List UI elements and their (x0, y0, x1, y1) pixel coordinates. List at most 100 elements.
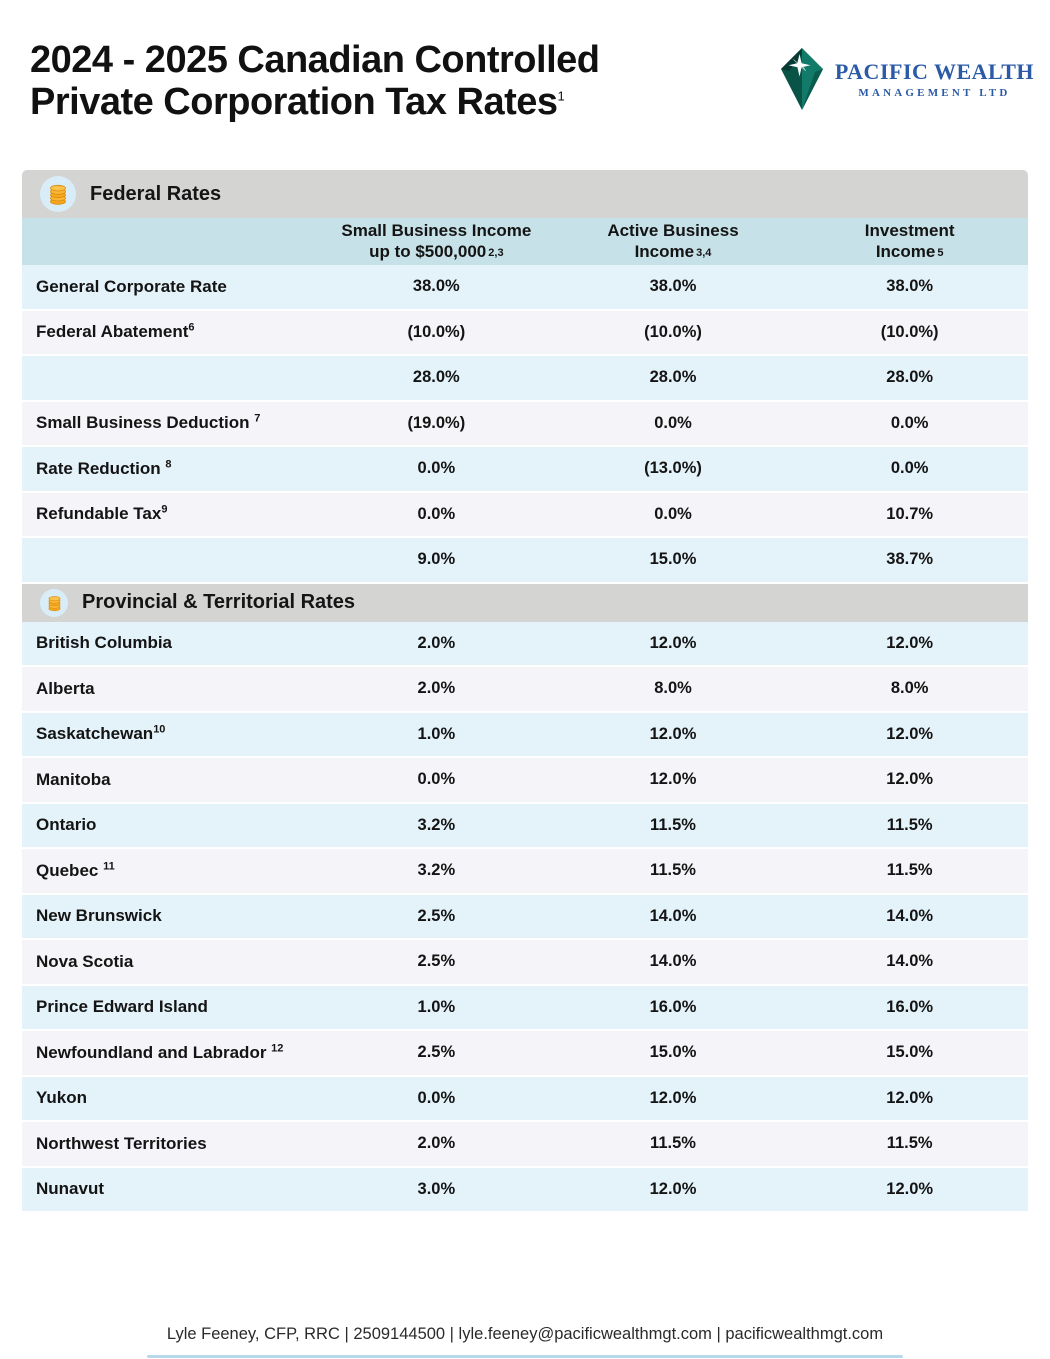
rate-value-small-business: 3.2% (417, 815, 456, 834)
rate-value-active-business: 12.0% (649, 724, 697, 743)
page-title: 2024 - 2025 Canadian Controlled Private C… (30, 39, 600, 124)
table-row: Quebec 11 3.2% 11.5% 11.5% (22, 849, 1028, 895)
rate-value-investment: 38.7% (886, 550, 934, 569)
rate-value-small-business: 2.0% (417, 1134, 456, 1153)
provincial-rows: British Columbia 2.0% 12.0% 12.0% Albert… (22, 621, 1028, 1213)
rate-value-small-business: 0.0% (417, 459, 456, 478)
row-label: Alberta (36, 678, 95, 698)
rate-value-active-business: 12.0% (649, 633, 697, 652)
rate-value-investment: 0.0% (890, 459, 929, 478)
rate-value-investment: 38.0% (886, 277, 934, 296)
rate-value-small-business: 28.0% (412, 368, 460, 387)
table-row: Newfoundland and Labrador 12 2.5% 15.0% … (22, 1031, 1028, 1077)
footer-divider (147, 1355, 903, 1358)
rate-value-investment: (10.0%) (880, 322, 939, 341)
row-label-footnote: 11 (103, 860, 115, 873)
row-label: Small Business Deduction 7 (36, 412, 261, 433)
column-footnote: 2,3 (488, 246, 504, 259)
rate-value-small-business: 38.0% (412, 277, 460, 296)
rate-value-small-business: 1.0% (417, 724, 456, 743)
rate-value-investment: 11.5% (886, 815, 933, 834)
rate-value-small-business: 0.0% (417, 504, 456, 523)
table-row: Nunavut 3.0% 12.0% 12.0% (22, 1167, 1028, 1213)
rate-value-small-business: 2.0% (417, 679, 456, 698)
rate-value-active-business: 12.0% (649, 770, 697, 789)
coins-icon (40, 588, 68, 617)
company-logo: PACIFIC WEALTH MANAGEMENT LTD (779, 48, 1034, 110)
logo-subtitle: MANAGEMENT LTD (858, 87, 1011, 99)
coins-icon (40, 176, 76, 212)
column-header-investment: Investment Income 5 (864, 221, 955, 261)
column-header-active-business: Active Business Income 3,4 (607, 221, 739, 261)
rate-value-small-business: 1.0% (417, 997, 456, 1016)
rate-value-active-business: 0.0% (654, 504, 692, 523)
rate-value-active-business: 11.5% (650, 861, 696, 880)
rate-value-active-business: 14.0% (649, 952, 697, 971)
federal-rates-title: Federal Rates (90, 182, 222, 205)
logo-diamond-icon (780, 48, 823, 110)
rate-value-active-business: 15.0% (649, 1043, 697, 1062)
table-row: Manitoba 0.0% 12.0% 12.0% (22, 758, 1028, 804)
title-line-1: 2024 - 2025 Canadian Controlled (30, 39, 600, 81)
rate-value-small-business: 2.5% (417, 1043, 456, 1062)
table-row: Rate Reduction 8 0.0% (13.0%) 0.0% (22, 447, 1028, 493)
rate-value-investment: 11.5% (886, 1134, 933, 1153)
row-label: Saskatchewan10 (36, 723, 166, 744)
logo-text: PACIFIC WEALTH MANAGEMENT LTD (835, 59, 1034, 99)
table-row: Northwest Territories 2.0% 11.5% 11.5% (22, 1122, 1028, 1168)
federal-rows: General Corporate Rate 38.0% 38.0% 38.0%… (22, 265, 1028, 584)
rate-value-active-business: 28.0% (649, 368, 697, 387)
rate-value-small-business: 0.0% (417, 1088, 456, 1107)
title-line-2: Private Corporation Tax Rates (30, 80, 558, 123)
rate-value-investment: 11.5% (886, 861, 933, 880)
title-footnote: 1 (557, 88, 565, 104)
rate-value-investment: 16.0% (886, 997, 934, 1016)
rate-value-active-business: 12.0% (649, 1179, 697, 1198)
rate-value-investment: 15.0% (886, 1043, 934, 1062)
table-row: Saskatchewan10 1.0% 12.0% 12.0% (22, 712, 1028, 758)
row-label: Nunavut (36, 1179, 104, 1199)
row-label: Ontario (36, 815, 97, 835)
table-row: Small Business Deduction 7 (19.0%) 0.0% … (22, 401, 1028, 447)
row-label-footnote: 7 (254, 412, 261, 425)
rate-value-small-business: 0.0% (417, 770, 456, 789)
row-label: Prince Edward Island (36, 997, 208, 1017)
row-label: Rate Reduction 8 (36, 458, 172, 478)
column-header-small-business: Small Business Income up to $500,000 2,3 (341, 221, 532, 261)
rate-value-active-business: 16.0% (649, 997, 697, 1016)
row-label-footnote: 6 (188, 321, 195, 334)
table-row: 9.0% 15.0% 38.7% (22, 538, 1028, 584)
table-row: Prince Edward Island 1.0% 16.0% 16.0% (22, 985, 1028, 1031)
rate-value-investment: 12.0% (886, 1088, 934, 1107)
rate-value-small-business: 2.5% (417, 906, 456, 925)
row-label: Refundable Tax9 (36, 503, 168, 524)
rate-value-investment: 12.0% (886, 633, 934, 652)
rate-value-active-business: 15.0% (649, 550, 697, 569)
tax-rate-table: Federal Rates Small Business Income up t… (22, 170, 1028, 1213)
rate-value-investment: 8.0% (890, 679, 929, 698)
rate-value-active-business: 8.0% (654, 679, 692, 698)
row-label: Manitoba (36, 769, 111, 789)
row-label: British Columbia (36, 633, 173, 653)
table-row: British Columbia 2.0% 12.0% 12.0% (22, 621, 1028, 667)
rate-value-investment: 12.0% (886, 724, 934, 743)
table-row: New Brunswick 2.5% 14.0% 14.0% (22, 894, 1028, 940)
row-label-footnote: 9 (161, 503, 168, 516)
row-label-footnote: 10 (153, 723, 166, 736)
rate-value-small-business: 9.0% (417, 550, 456, 569)
rate-value-investment: 10.7% (886, 504, 934, 523)
table-row: Refundable Tax9 0.0% 0.0% 10.7% (22, 492, 1028, 538)
rate-value-active-business: 14.0% (649, 906, 697, 925)
provincial-rates-title: Provincial & Territorial Rates (82, 591, 356, 613)
rate-value-small-business: 2.0% (417, 633, 456, 652)
rate-value-active-business: 11.5% (650, 815, 696, 834)
table-row: General Corporate Rate 38.0% 38.0% 38.0% (22, 265, 1028, 311)
row-label: Newfoundland and Labrador 12 (36, 1042, 284, 1062)
rate-value-active-business: (13.0%) (644, 459, 702, 478)
advisor-contact-footer: Lyle Feeney, CFP, RRC | 2509144500 | lyl… (166, 1325, 884, 1343)
rate-value-investment: 0.0% (890, 413, 929, 432)
column-footnote: 3,4 (696, 246, 712, 259)
row-label: General Corporate Rate (36, 276, 227, 296)
column-header-row: Small Business Income up to $500,000 2,3 … (22, 218, 1028, 265)
rate-value-active-business: 0.0% (654, 413, 692, 432)
